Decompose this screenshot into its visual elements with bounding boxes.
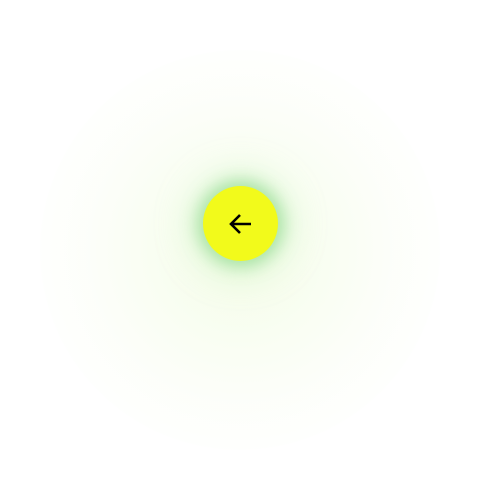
back-button[interactable] [203,186,278,261]
arrow-left-icon [226,209,256,239]
